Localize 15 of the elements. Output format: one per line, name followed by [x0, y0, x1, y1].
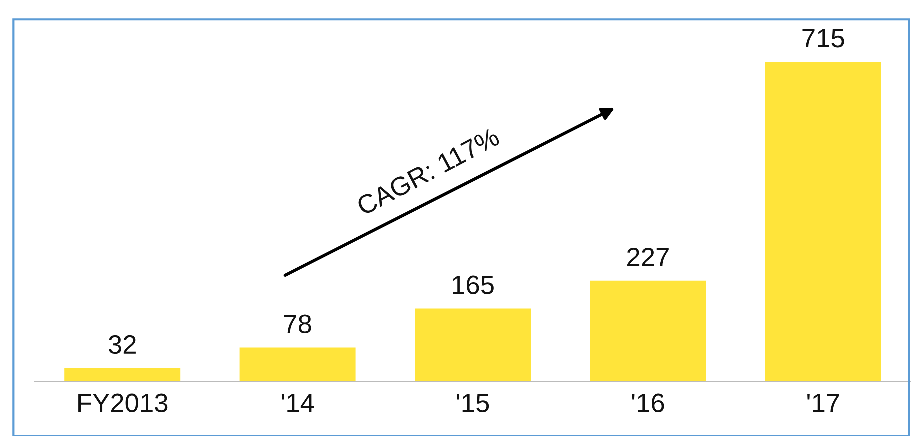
- bar: [63, 366, 182, 382]
- data-label: 32: [108, 335, 136, 354]
- x-tick-label: '14: [282, 394, 314, 412]
- x-tick-label: '17: [808, 394, 840, 412]
- data-label: 78: [284, 314, 312, 334]
- data-label: 227: [628, 248, 669, 266]
- bar: [238, 346, 358, 382]
- data-label: 715: [802, 29, 844, 48]
- bar: [414, 307, 532, 382]
- x-tick-label: '15: [457, 394, 490, 412]
- bar: [764, 60, 883, 382]
- bar: [588, 279, 708, 382]
- data-label: 165: [453, 276, 494, 294]
- x-tick-label: '16: [632, 394, 664, 412]
- x-tick-label: FY2013: [78, 394, 168, 412]
